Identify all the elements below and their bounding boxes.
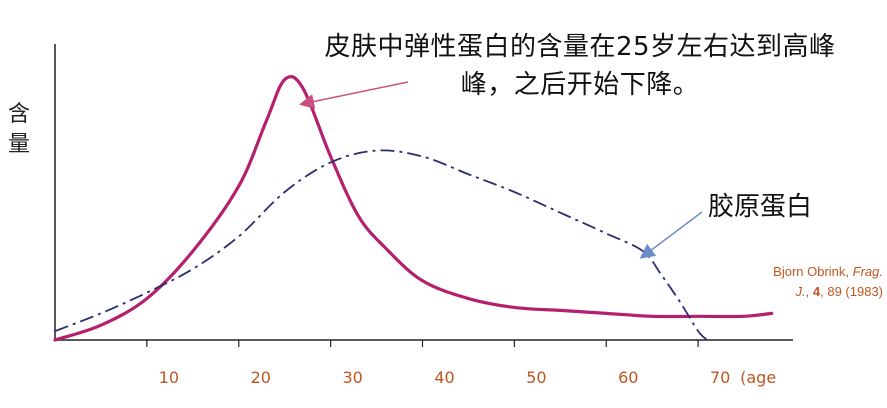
elastin-annotation: 皮肤中弹性蛋白的含量在25岁左右达到高峰 峰，之后开始下降。 bbox=[300, 28, 860, 104]
y-axis-label: 含量 bbox=[7, 102, 30, 157]
elastin-annotation-line-2: 峰，之后开始下降。 bbox=[460, 70, 700, 100]
citation: Bjorn Obrink, Frag. J., 4, 89 (1983) bbox=[733, 262, 883, 302]
series-layer bbox=[53, 74, 774, 342]
x-tick-label-60: 60 bbox=[618, 368, 638, 387]
collagen-series-label: 胶原蛋白 bbox=[708, 192, 813, 222]
x-tick-label-10: 10 bbox=[159, 368, 179, 387]
x-tick-label-70: 70 bbox=[710, 368, 730, 387]
citation-sep: , bbox=[805, 284, 810, 299]
elastin-annotation-line-1: 皮肤中弹性蛋白的含量在25岁左右达到高峰 bbox=[324, 32, 836, 62]
collagen-series-line bbox=[54, 149, 708, 341]
collagen-annotation-arrow bbox=[639, 211, 703, 259]
citation-author: Bjorn Obrink, bbox=[773, 264, 850, 279]
x-tick-label-50: 50 bbox=[526, 368, 546, 387]
citation-journal-a: Frag. bbox=[852, 264, 883, 279]
elastin-annotation-arrow bbox=[299, 81, 409, 109]
x-axis-label: (age bbox=[740, 368, 776, 387]
x-tick-label-40: 40 bbox=[434, 368, 454, 387]
citation-journal-b: J. bbox=[795, 284, 806, 299]
citation-volume: 4 bbox=[812, 284, 821, 299]
x-tick-label-20: 20 bbox=[251, 368, 271, 387]
x-ticks: 10 20 30 40 50 60 70 (age bbox=[146, 340, 776, 387]
elastin-series-line bbox=[53, 74, 774, 342]
x-tick-label-30: 30 bbox=[342, 368, 362, 387]
citation-line-2: J., 4, 89 (1983) bbox=[733, 282, 883, 302]
citation-rest: , 89 (1983) bbox=[820, 284, 883, 299]
citation-line-1: Bjorn Obrink, Frag. bbox=[733, 262, 883, 282]
